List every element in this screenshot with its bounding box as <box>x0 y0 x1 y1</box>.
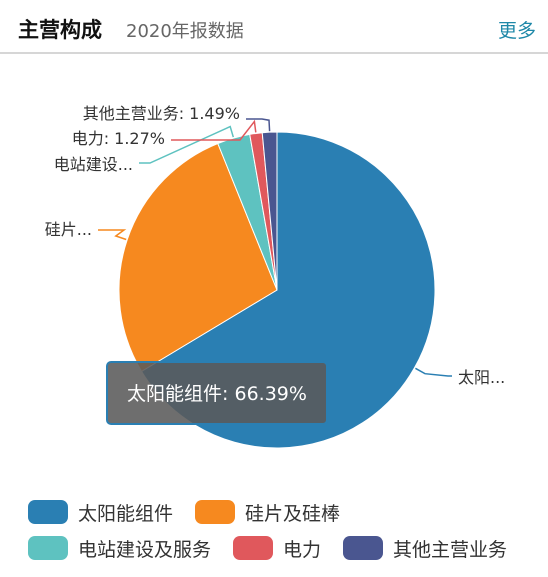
legend-label: 其他主营业务 <box>393 538 508 561</box>
page-subtitle: 2020年报数据 <box>126 21 244 42</box>
label-other-business: 其他主营业务: 1.49% <box>83 104 240 123</box>
legend-label: 硅片及硅棒 <box>245 502 341 525</box>
legend-item-wafers[interactable]: 硅片及硅棒 <box>195 499 340 526</box>
legend-swatch <box>28 500 68 524</box>
legend-label: 电站建设及服务 <box>78 538 212 561</box>
legend-item-power[interactable]: 电力 <box>233 535 321 562</box>
tooltip-text: 太阳能组件: 66.39% <box>127 383 307 405</box>
tooltip-box <box>106 361 328 425</box>
label-solar-modules: 太阳... <box>458 368 505 387</box>
leader-line <box>246 118 271 132</box>
legend-label: 太阳能组件 <box>78 502 174 525</box>
legend-swatch <box>28 536 68 560</box>
legend-item-other-business[interactable]: 其他主营业务 <box>343 535 507 562</box>
label-wafers: 硅片... <box>45 220 92 239</box>
legend-row: 电站建设及服务 电力 其他主营业务 <box>28 530 548 566</box>
header: 主营构成 2020年报数据 更多 <box>0 0 548 54</box>
legend-item-station-construction[interactable]: 电站建设及服务 <box>28 535 211 562</box>
pie-chart: 太阳...硅片...电站建设...电力: 1.27%其他主营业务: 1.49% … <box>45 104 505 449</box>
label-station-construction: 电站建设... <box>54 155 133 174</box>
legend-swatch <box>343 536 384 560</box>
label-power: 电力: 1.27% <box>72 129 165 148</box>
page-title: 主营构成 <box>18 18 102 42</box>
legend-label: 电力 <box>283 538 322 561</box>
legend-row: 太阳能组件 硅片及硅棒 <box>28 494 548 530</box>
more-link[interactable]: 更多 <box>497 20 536 42</box>
legend-swatch <box>233 536 274 560</box>
leader-line <box>171 119 257 141</box>
leader-line <box>139 125 235 164</box>
legend-item-solar-modules[interactable]: 太阳能组件 <box>28 499 173 526</box>
legend: 太阳能组件 硅片及硅棒 电站建设及服务 电力 其他主营业务 <box>28 494 548 566</box>
leader-line <box>415 367 452 377</box>
slice-wafers[interactable] <box>118 142 278 373</box>
tooltip: 太阳能组件: 66.39% <box>106 361 328 425</box>
legend-swatch <box>195 500 236 524</box>
slice-other-business[interactable] <box>261 131 278 291</box>
leader-line <box>98 229 127 241</box>
